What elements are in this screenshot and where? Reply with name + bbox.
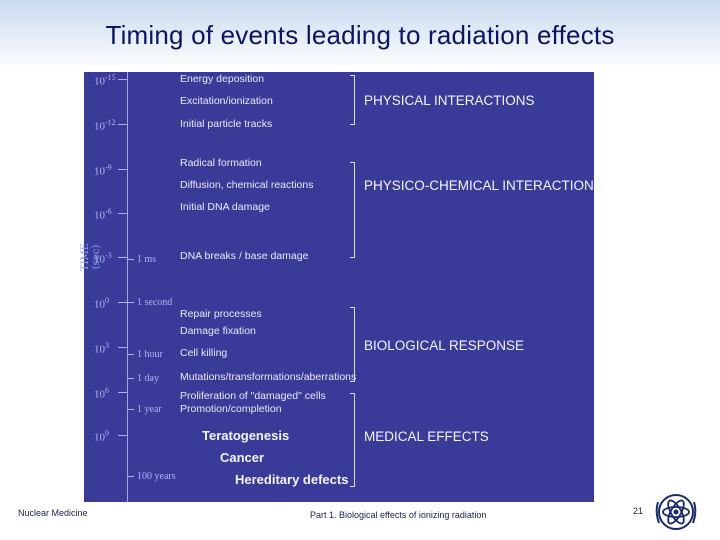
effect-label-hereditary: Hereditary defects <box>235 472 349 487</box>
page-number: 21 <box>633 506 644 516</box>
event-label: Promotion/completion <box>180 403 282 415</box>
bracket-biological <box>350 307 355 382</box>
effect-label-teratogenesis: Teratogenesis <box>202 428 290 443</box>
time-tick <box>127 409 134 410</box>
event-label: Energy deposition <box>180 73 265 85</box>
time-exponent-label: 10-12 <box>94 118 116 133</box>
time-tick <box>127 354 134 355</box>
time-exponent-label: 10-3 <box>94 251 112 266</box>
time-label: 1 ms <box>137 254 157 265</box>
time-label: 100 years <box>137 471 176 482</box>
time-tick <box>127 476 134 477</box>
event-label: Initial particle tracks <box>180 118 273 130</box>
time-label: 1 year <box>137 404 162 415</box>
category-biological: BIOLOGICAL RESPONSE <box>364 338 525 353</box>
time-label: 1 second <box>137 297 173 308</box>
event-label: Diffusion, chemical reactions <box>180 179 314 191</box>
axis-tick <box>118 435 127 436</box>
event-label: Excitation/ionization <box>180 95 273 107</box>
iaea-logo-icon <box>655 494 697 530</box>
axis-tick <box>118 213 127 214</box>
axis-tick <box>118 392 127 393</box>
time-axis-line <box>127 72 128 502</box>
event-label: Radical formation <box>180 157 262 169</box>
event-label: Proliferation of "damaged" cells <box>180 390 326 402</box>
time-label: 1 day <box>137 373 159 384</box>
footer-section-title: Part 1. Biological effects of ionizing r… <box>310 510 487 520</box>
time-exponent-label: 106 <box>94 386 109 401</box>
time-label: 1 hour <box>137 349 163 360</box>
time-tick <box>127 378 134 379</box>
time-exponent-label: 103 <box>94 341 109 356</box>
axis-tick <box>118 79 127 80</box>
time-exponent-label: 100 <box>94 296 109 311</box>
time-exponent-label: 10-6 <box>94 207 112 222</box>
event-label: DNA breaks / base damage <box>180 250 309 262</box>
time-tick <box>127 302 134 303</box>
axis-tick <box>118 257 127 258</box>
bracket-physico-chemical <box>350 162 355 258</box>
event-label: Initial DNA damage <box>180 201 270 213</box>
event-label: Repair processes <box>180 308 262 320</box>
axis-tick <box>118 124 127 125</box>
axis-tick <box>118 302 127 303</box>
event-label: Cell killing <box>180 347 228 359</box>
time-tick <box>127 259 134 260</box>
timeline-panel <box>84 72 594 502</box>
bracket-medical <box>350 393 355 487</box>
axis-tick <box>118 169 127 170</box>
time-exponent-label: 10-15 <box>94 73 116 88</box>
bracket-physical <box>350 75 355 125</box>
slide-title: Timing of events leading to radiation ef… <box>105 20 615 50</box>
effect-label-cancer: Cancer <box>220 450 265 465</box>
event-label: Mutations/transformations/aberrations <box>180 371 357 383</box>
event-label: Damage fixation <box>180 325 256 337</box>
footer-course-name: Nuclear Medicine <box>18 508 88 518</box>
time-exponent-label: 10-9 <box>94 163 112 178</box>
category-physico-chemical: PHYSICO-CHEMICAL INTERACTIONS <box>364 178 603 193</box>
time-exponent-label: 109 <box>94 429 109 444</box>
axis-tick <box>118 347 127 348</box>
category-medical: MEDICAL EFFECTS <box>364 429 489 444</box>
category-physical: PHYSICAL INTERACTIONS <box>364 93 535 108</box>
